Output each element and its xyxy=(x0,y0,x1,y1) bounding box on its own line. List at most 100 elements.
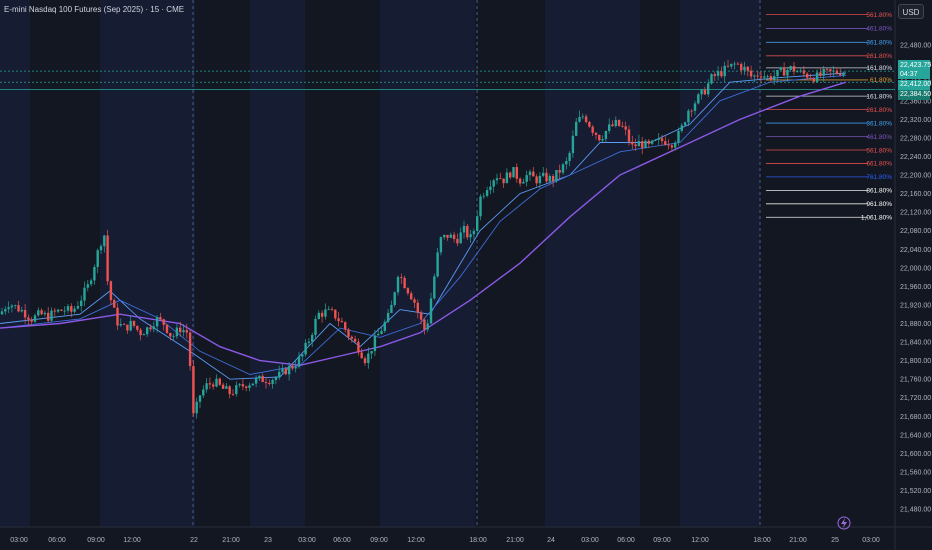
price-tick-label: 21,800.00 xyxy=(900,358,931,365)
fib-level-label: 761.80% xyxy=(866,174,892,181)
price-tick-label: 22,240.00 xyxy=(900,154,931,161)
candle-body xyxy=(578,116,581,122)
session-band xyxy=(100,0,195,527)
candle-body xyxy=(449,234,452,238)
candle-body xyxy=(505,172,509,184)
candle-body xyxy=(436,252,439,277)
price-tick-label: 22,360.00 xyxy=(900,98,931,105)
moving-average-line xyxy=(0,72,847,380)
lightning-icon[interactable] xyxy=(837,516,851,530)
moving-average-line xyxy=(0,81,847,367)
time-tick-label: 12:00 xyxy=(691,537,709,544)
candle-body xyxy=(231,394,235,395)
candle-body xyxy=(456,238,459,244)
candle-body xyxy=(367,353,370,364)
candle-body xyxy=(225,386,228,389)
candle-body xyxy=(89,280,93,285)
candle-body xyxy=(740,64,743,71)
candle-body xyxy=(76,306,80,309)
candle-body xyxy=(756,75,759,77)
candle-body xyxy=(594,132,598,135)
candle-body xyxy=(571,135,575,154)
fib-level-label: 361.80% xyxy=(866,40,892,47)
candle-body xyxy=(611,124,614,127)
candle-body xyxy=(93,267,96,281)
candle-body xyxy=(155,317,159,327)
price-tick-label: 22,000.00 xyxy=(900,265,931,272)
candle-body xyxy=(258,375,261,379)
symbol-title[interactable]: E-mini Nasdaq 100 Futures (Sep 2025) · 1… xyxy=(4,5,185,14)
time-tick-label: 09:00 xyxy=(370,537,388,544)
price-tick-label: 22,080.00 xyxy=(900,228,931,235)
candle-body xyxy=(353,338,357,342)
fib-level-label: 161.80% xyxy=(866,65,892,72)
candle-body xyxy=(614,119,617,127)
candle-body xyxy=(631,141,634,145)
candle-body xyxy=(380,330,383,335)
candle-body xyxy=(627,129,631,142)
candle-body xyxy=(393,292,396,306)
candle-body xyxy=(489,186,492,191)
candle-body xyxy=(99,246,103,251)
time-tick-label: 06:00 xyxy=(48,537,66,544)
fib-level-label: 461.80% xyxy=(866,26,892,33)
candle-body xyxy=(30,319,33,322)
candle-body xyxy=(136,325,139,330)
candle-body xyxy=(56,309,60,312)
candle-body xyxy=(697,94,700,104)
candle-body xyxy=(50,310,53,321)
price-tick-label: 21,960.00 xyxy=(900,284,931,291)
candle-body xyxy=(202,389,205,396)
candle-body xyxy=(690,110,693,112)
candle-body xyxy=(241,384,245,387)
candle-body xyxy=(103,235,106,247)
time-tick-label: 03:00 xyxy=(862,537,880,544)
candle-body xyxy=(80,300,83,307)
time-tick-label: 03:00 xyxy=(581,537,599,544)
candle-body xyxy=(575,121,578,136)
candle-body xyxy=(373,335,377,352)
fib-level-label: 1,061.80% xyxy=(861,215,892,222)
candle-body xyxy=(499,178,502,180)
candle-body xyxy=(119,324,122,326)
candle-body xyxy=(641,141,644,148)
candle-body xyxy=(703,89,707,95)
session-band xyxy=(680,0,760,527)
candle-body xyxy=(730,63,733,67)
candle-body xyxy=(766,76,769,77)
candle-body xyxy=(601,139,604,141)
candle-body xyxy=(212,384,215,387)
candle-body xyxy=(773,76,776,81)
candle-body xyxy=(53,310,56,312)
currency-button[interactable]: USD xyxy=(898,4,924,19)
candle-body xyxy=(116,307,119,326)
candle-body xyxy=(624,126,627,130)
candle-body xyxy=(763,76,766,78)
candle-body xyxy=(568,153,571,162)
price-tick-label: 21,520.00 xyxy=(900,488,931,495)
candle-body xyxy=(512,167,515,178)
time-tick-label: 25 xyxy=(831,537,839,544)
price-tick-label: 22,160.00 xyxy=(900,191,931,198)
current-price-badge: 22,423.75 04:37 xyxy=(898,60,931,79)
candle-body xyxy=(83,287,86,301)
candle-body xyxy=(311,334,314,342)
candle-body xyxy=(228,386,231,395)
candle-body xyxy=(188,332,192,367)
candle-body xyxy=(710,74,713,84)
candle-body xyxy=(815,72,819,82)
candle-body xyxy=(476,216,479,231)
candle-body xyxy=(40,310,43,315)
candle-body xyxy=(733,63,736,65)
candle-body xyxy=(301,354,304,357)
candle-body xyxy=(657,138,660,140)
candle-body xyxy=(172,336,175,337)
candle-body xyxy=(268,382,271,384)
candle-body xyxy=(452,234,456,239)
fib-level-label: 261.80% xyxy=(866,53,892,60)
candle-body xyxy=(235,385,238,395)
candle-body xyxy=(485,190,489,196)
price-level-badge-2: 22,384.50 xyxy=(898,90,932,100)
candle-body xyxy=(261,375,264,382)
